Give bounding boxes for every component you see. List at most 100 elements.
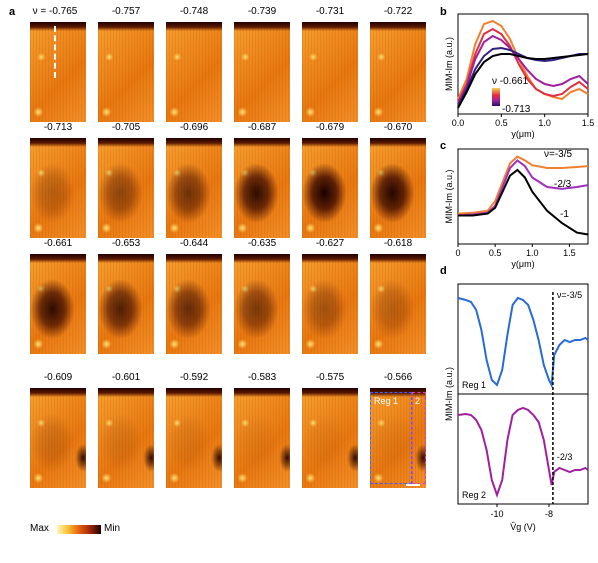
linecut-marker (54, 26, 56, 78)
map-label: -0.609 (43, 372, 73, 383)
mim-map-image (234, 254, 290, 354)
map-label: -0.601 (111, 372, 141, 383)
mim-map-image (30, 254, 86, 354)
map-label: ν = -0.765 (32, 6, 78, 17)
map-label: -0.731 (315, 6, 345, 17)
map-label: -0.575 (315, 372, 345, 383)
mim-map-image (166, 254, 222, 354)
series-line (457, 53, 589, 109)
mim-map-image (370, 388, 426, 488)
map-label: -0.618 (383, 238, 413, 249)
mim-map-image (302, 254, 358, 354)
series-label: ν=-3/5 (544, 149, 573, 160)
region-1-box (370, 392, 412, 484)
region-2-label: 2 (415, 396, 421, 406)
map-label: -0.696 (179, 122, 209, 133)
mim-map-image (302, 388, 358, 488)
x-tick-label: 0 (455, 248, 460, 258)
chart-d: Reg 1 Reg 2 ν=-3/5 -2/3 -10 -8 V̂g (V) MIM-Im (… (444, 283, 589, 532)
series-label: Reg 2 (462, 490, 486, 500)
map-label: -0.592 (179, 372, 209, 383)
legend-colorbar (492, 88, 500, 106)
legend-bottom-label: -0.713 (502, 104, 531, 115)
vline-label-bottom: -2/3 (557, 452, 573, 462)
mim-map-image (234, 22, 290, 122)
map-label: -0.661 (43, 238, 73, 249)
y-axis-label: MIM-Im (a.u.) (444, 367, 454, 421)
map-label: -0.583 (247, 372, 277, 383)
series-line (458, 168, 589, 236)
mim-map-image (166, 138, 222, 238)
region-2-box (412, 392, 426, 484)
map-label: -0.757 (111, 6, 141, 17)
vline-label-top: ν=-3/5 (557, 290, 582, 300)
x-tick-label: 0.0 (452, 118, 465, 128)
mim-map-image (302, 22, 358, 122)
x-tick-label: 1.0 (526, 248, 539, 258)
mim-map-image (98, 254, 154, 354)
panel-a-letter: a (9, 6, 16, 18)
panel-c-letter: c (440, 140, 447, 152)
x-axis-label: V̂g (V) (510, 522, 536, 532)
map-label: -0.653 (111, 238, 141, 249)
map-label: -0.687 (247, 122, 277, 133)
scale-bar (406, 484, 420, 486)
plot-frame (457, 13, 589, 115)
map-label: -0.739 (247, 6, 277, 17)
series-label: -2/3 (554, 179, 572, 190)
mim-map-image (370, 254, 426, 354)
series-label: Reg 1 (462, 380, 486, 390)
mim-map-image (370, 138, 426, 238)
colorbar-max-label: Max (30, 523, 49, 534)
mim-map-image (166, 388, 222, 488)
x-tick-label: 0.5 (495, 118, 508, 128)
x-tick-label: 0.5 (489, 248, 502, 258)
series-line (457, 296, 589, 389)
y-axis-label: MIM-Im (a.u.) (444, 37, 454, 91)
map-label: -0.644 (179, 238, 209, 249)
x-tick-label: -8 (545, 509, 553, 519)
x-tick-label: 1.0 (538, 118, 551, 128)
chart-b: 0.0 0.5 1.0 1.5 y(μm) MIM-Im (a.u.) ν -0.661 -0… (444, 13, 595, 139)
x-axis-label: y(μm) (511, 259, 534, 269)
plot-frame (457, 148, 589, 245)
mim-map-image (166, 22, 222, 122)
series-line (457, 34, 589, 105)
panel-d-letter: d (440, 265, 447, 277)
x-tick-label: 1.5 (563, 248, 576, 258)
mim-map-image (30, 138, 86, 238)
map-label: -0.748 (179, 6, 209, 17)
y-axis-label: MIM-Im (a.u.) (444, 170, 454, 224)
series-line (457, 155, 589, 215)
mim-map-image (234, 138, 290, 238)
mim-map-image (370, 22, 426, 122)
map-label: -0.635 (247, 238, 277, 249)
x-tick-label: -10 (490, 509, 503, 519)
mim-map-image (98, 138, 154, 238)
region-1-label: Reg 1 (374, 396, 399, 406)
mim-map-image (30, 388, 86, 488)
map-label: -0.722 (383, 6, 413, 17)
series-label: -1 (560, 209, 569, 220)
x-tick-label: 1.5 (582, 118, 595, 128)
panel-b-letter: b (440, 6, 447, 18)
x-axis-label: y(μm) (511, 129, 534, 139)
colorbar-min-label: Min (104, 523, 121, 534)
series-line (457, 406, 589, 499)
map-label: -0.679 (315, 122, 345, 133)
mim-map-image (98, 388, 154, 488)
map-label: -0.670 (383, 122, 413, 133)
mim-map-image (234, 388, 290, 488)
mim-map-image (98, 22, 154, 122)
colorbar (57, 525, 101, 534)
series-line (457, 27, 589, 103)
series-line (457, 19, 589, 101)
chart-c: 0 0.5 1.0 1.5 y(μm) MIM-Im (a.u.) ν=-3/5 -2/3 -1 (444, 148, 589, 269)
map-label: -0.705 (111, 122, 141, 133)
map-label: -0.713 (43, 122, 73, 133)
mim-map-image (30, 22, 86, 122)
legend-top-label: ν -0.661 (492, 76, 529, 87)
map-label: -0.627 (315, 238, 345, 249)
mim-map-image (302, 138, 358, 238)
map-label: -0.566 (383, 372, 413, 383)
